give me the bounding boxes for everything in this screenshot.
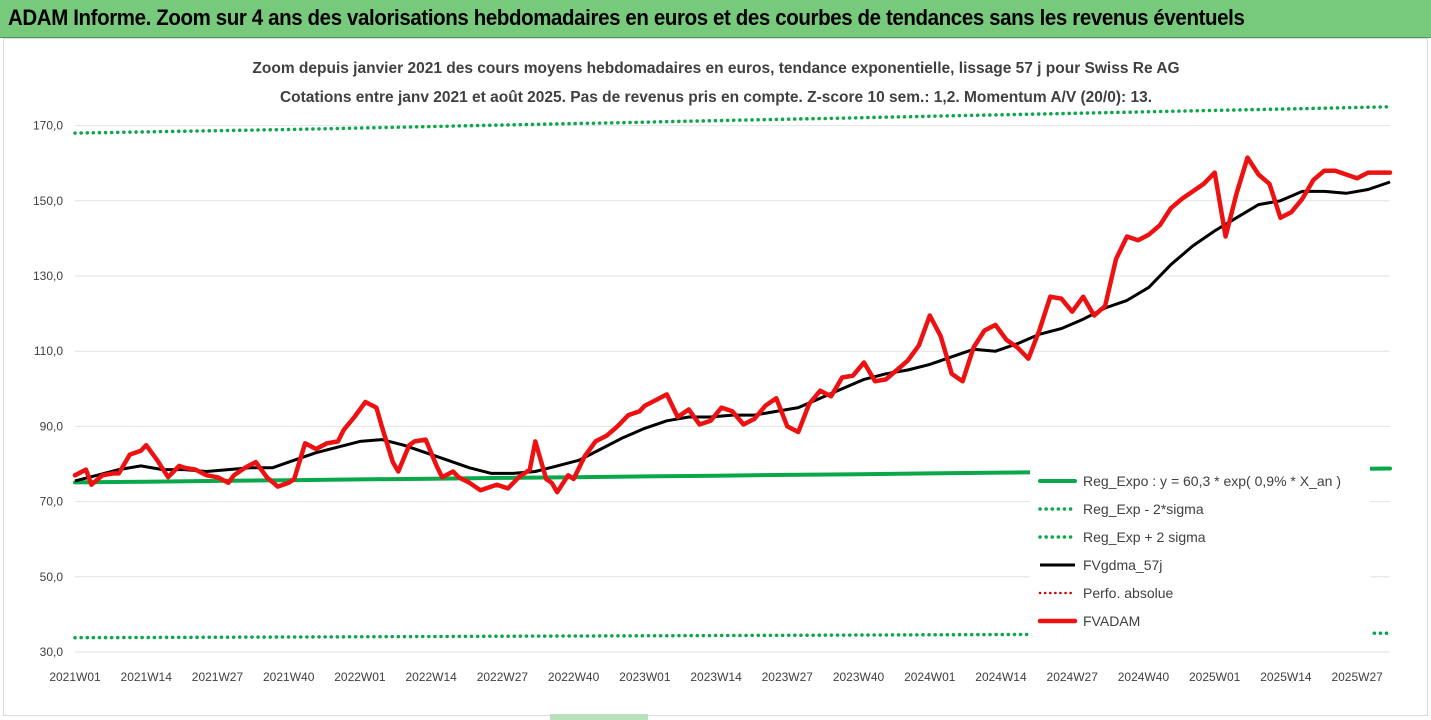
legend-label: Reg_Exp - 2*sigma <box>1083 501 1204 517</box>
x-tick-label: 2022W40 <box>548 670 600 684</box>
y-tick-label: 130,0 <box>33 269 63 283</box>
x-tick-label: 2025W27 <box>1331 670 1383 684</box>
x-tick-label: 2023W40 <box>833 670 885 684</box>
x-tick-label: 2024W40 <box>1118 670 1170 684</box>
legend-label: FVADAM <box>1083 613 1140 629</box>
x-tick-label: 2021W14 <box>121 670 173 684</box>
x-tick-label: 2022W14 <box>405 670 457 684</box>
x-tick-label: 2021W27 <box>192 670 244 684</box>
x-tick-label: 2023W27 <box>762 670 814 684</box>
x-tick-label: 2021W40 <box>263 670 315 684</box>
legend-label: Reg_Expo : y = 60,3 * exp( 0,9% * X_an ) <box>1083 473 1341 489</box>
chart-subtitle: Cotations entre janv 2021 et août 2025. … <box>280 89 1152 106</box>
x-tick-label: 2022W01 <box>334 670 386 684</box>
legend-label: Reg_Exp + 2 sigma <box>1083 529 1206 545</box>
x-tick-label: 2024W14 <box>975 670 1027 684</box>
y-tick-label: 30,0 <box>40 645 64 659</box>
y-tick-label: 70,0 <box>40 495 64 509</box>
legend-label: FVgdma_57j <box>1083 557 1162 573</box>
x-tick-label: 2025W01 <box>1189 670 1241 684</box>
x-axis: 2021W01 2021W14 2021W27 2021W40 2022W01 2022W… <box>49 670 1383 684</box>
y-tick-label: 50,0 <box>40 570 64 584</box>
legend-background <box>1030 466 1370 636</box>
legend: Reg_Expo : y = 60,3 * exp( 0,9% * X_an )… <box>1030 466 1370 636</box>
series-reg-exp-2-sigma <box>73 105 1392 135</box>
legend-label: Perfo. absolue <box>1083 585 1173 601</box>
y-tick-label: 170,0 <box>33 119 63 133</box>
title-banner: ADAM Informe. Zoom sur 4 ans des valoris… <box>0 0 1431 38</box>
series-group <box>72 105 1393 640</box>
x-tick-label: 2024W01 <box>904 670 956 684</box>
series-fvgdma-57j <box>74 180 1391 483</box>
x-tick-label: 2022W27 <box>477 670 529 684</box>
y-tick-label: 110,0 <box>34 344 63 358</box>
series-reg-exp-2-sigma <box>73 631 1392 640</box>
x-tick-label: 2023W01 <box>619 670 671 684</box>
bottom-strip <box>550 714 648 720</box>
x-tick-label: 2024W27 <box>1047 670 1099 684</box>
x-tick-label: 2021W01 <box>49 670 101 684</box>
banner-title: ADAM Informe. Zoom sur 4 ans des valoris… <box>8 5 1245 30</box>
x-tick-label: 2023W14 <box>690 670 742 684</box>
y-axis: 30,0 50,0 70,0 90,0 110,0 130,0 150,0 170,0 <box>33 119 63 659</box>
chart-title: Zoom depuis janvier 2021 des cours moyen… <box>252 60 1179 77</box>
y-tick-label: 90,0 <box>40 419 64 433</box>
series-fvadam <box>72 155 1393 495</box>
x-tick-label: 2025W14 <box>1260 670 1312 684</box>
y-tick-label: 150,0 <box>33 194 63 208</box>
